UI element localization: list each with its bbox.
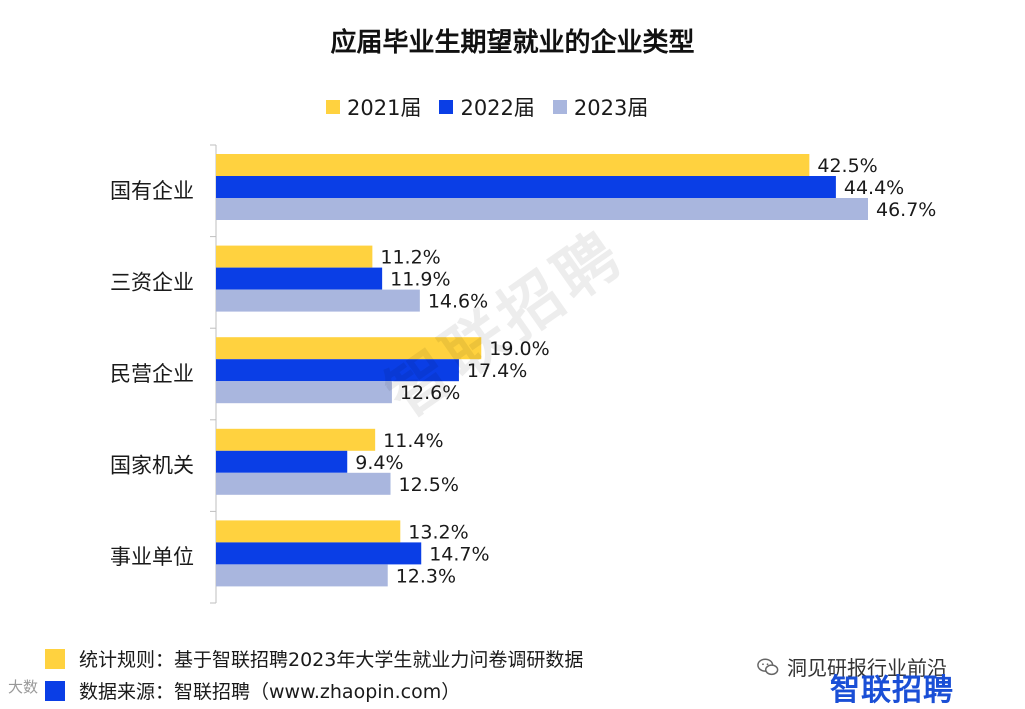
legend-swatch-2023 [552, 100, 567, 114]
bar-2022届-三资企业 [216, 267, 383, 290]
chart-title: 应届毕业生期望就业的企业类型 [330, 28, 695, 58]
category-label: 民营企业 [110, 362, 194, 386]
data-label: 12.6% [400, 382, 460, 404]
footer-rule-swatch [45, 648, 65, 669]
wechat-icon [757, 657, 779, 675]
legend-item-2023: 2023届 [552, 92, 649, 122]
data-label: 13.2% [408, 521, 468, 543]
data-label: 17.4% [467, 360, 527, 382]
chart-legend: 2021届 2022届 2023届 [326, 94, 648, 120]
footer-rule-text: 统计规则：基于智联招聘2023年大学生就业力问卷调研数据 [79, 649, 584, 671]
bar-2021届-国家机关 [216, 428, 376, 451]
data-label: 11.2% [380, 247, 440, 269]
bar-2022届-事业单位 [216, 542, 422, 565]
brand-logo: 智联招聘 [830, 673, 954, 708]
data-label: 14.6% [428, 291, 488, 313]
data-label: 14.7% [429, 543, 489, 565]
wechat-account-name: 洞见研报行业前沿 [787, 656, 947, 680]
legend-label-2022: 2022届 [460, 96, 535, 120]
category-label: 国有企业 [110, 179, 194, 203]
footer-source-text: 数据来源：智联招聘（www.zhaopin.com） [79, 681, 461, 703]
data-label: 11.9% [390, 269, 450, 291]
bar-2023届-事业单位 [216, 564, 388, 587]
bar-2023届-国家机关 [216, 472, 391, 495]
data-label: 46.7% [876, 199, 936, 221]
bar-2021届-民营企业 [216, 337, 482, 360]
legend-item-2022: 2022届 [439, 92, 535, 122]
data-label: 44.4% [844, 177, 904, 199]
corner-watermark: 大数 [8, 678, 39, 696]
legend-item-2021: 2021届 [326, 92, 421, 122]
category-label: 事业单位 [110, 545, 194, 569]
category-label: 国家机关 [110, 454, 194, 478]
footer-source-swatch [45, 680, 65, 701]
data-label: 11.4% [383, 430, 443, 452]
bar-2022届-民营企业 [216, 359, 459, 382]
bar-2022届-国有企业 [216, 176, 836, 198]
bar-2021届-三资企业 [216, 245, 373, 268]
data-label: 9.4% [355, 452, 403, 474]
bar-2023届-国有企业 [216, 198, 868, 220]
data-label: 19.0% [489, 338, 549, 360]
data-label: 12.3% [396, 565, 456, 587]
bar-2023届-民营企业 [216, 381, 392, 404]
wechat-account: 洞见研报行业前沿 [757, 652, 947, 681]
bar-2023届-三资企业 [216, 289, 420, 312]
bar-2022届-国家机关 [216, 450, 348, 473]
legend-swatch-2021 [326, 100, 340, 114]
bar-2021届-国有企业 [216, 154, 810, 176]
category-label: 三资企业 [110, 270, 194, 294]
legend-label-2023: 2023届 [573, 96, 649, 120]
footer-source: 数据来源：智联招聘（www.zhaopin.com） [45, 677, 460, 704]
footer-rule: 统计规则：基于智联招聘2023年大学生就业力问卷调研数据 [45, 645, 583, 672]
data-label: 12.5% [399, 474, 459, 496]
legend-label-2021: 2021届 [347, 96, 422, 120]
legend-swatch-2022 [439, 100, 454, 114]
data-label: 42.5% [817, 155, 877, 177]
bar-2021届-事业单位 [216, 520, 401, 543]
